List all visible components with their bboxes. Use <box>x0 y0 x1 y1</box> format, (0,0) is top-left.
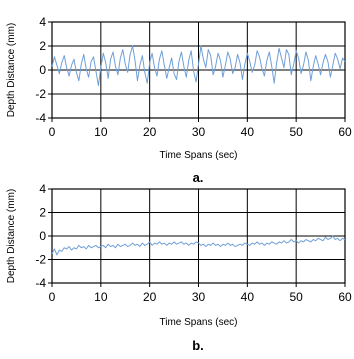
panel-label: b. <box>192 338 204 353</box>
x-tick-label: 60 <box>338 290 352 304</box>
x-tick-label: 30 <box>192 125 206 139</box>
panel-label: a. <box>193 170 204 185</box>
y-tick-label: 0 <box>39 63 46 77</box>
y-axis-title: Depth Distance (mm) <box>6 23 17 117</box>
x-tick-label: 10 <box>94 290 108 304</box>
x-tick-label: 30 <box>192 290 206 304</box>
x-tick-label: 40 <box>241 290 255 304</box>
y-tick-label: 2 <box>39 39 46 53</box>
y-tick-label: -2 <box>35 87 46 101</box>
y-axis-title: Depth Distance (mm) <box>6 189 17 283</box>
y-tick-label: 2 <box>39 206 46 220</box>
series-line <box>51 235 346 256</box>
series-line <box>51 45 346 87</box>
x-tick-label: 50 <box>289 125 303 139</box>
x-tick-label: 50 <box>289 290 303 304</box>
y-tick-label: -4 <box>35 111 46 125</box>
x-tick-label: 20 <box>143 125 157 139</box>
x-tick-label: 60 <box>338 125 352 139</box>
x-tick-label: 0 <box>49 125 56 139</box>
y-tick-label: 4 <box>39 15 46 29</box>
y-tick-label: -2 <box>35 253 46 267</box>
x-tick-label: 20 <box>143 290 157 304</box>
x-axis-title: Time Spans (sec) <box>160 150 238 161</box>
x-tick-label: 0 <box>49 290 56 304</box>
y-tick-label: 4 <box>39 182 46 196</box>
y-tick-label: 0 <box>39 229 46 243</box>
x-tick-label: 10 <box>94 125 108 139</box>
y-tick-label: -4 <box>35 276 46 290</box>
x-tick-label: 40 <box>241 125 255 139</box>
x-axis-title: Time Spans (sec) <box>160 317 238 328</box>
